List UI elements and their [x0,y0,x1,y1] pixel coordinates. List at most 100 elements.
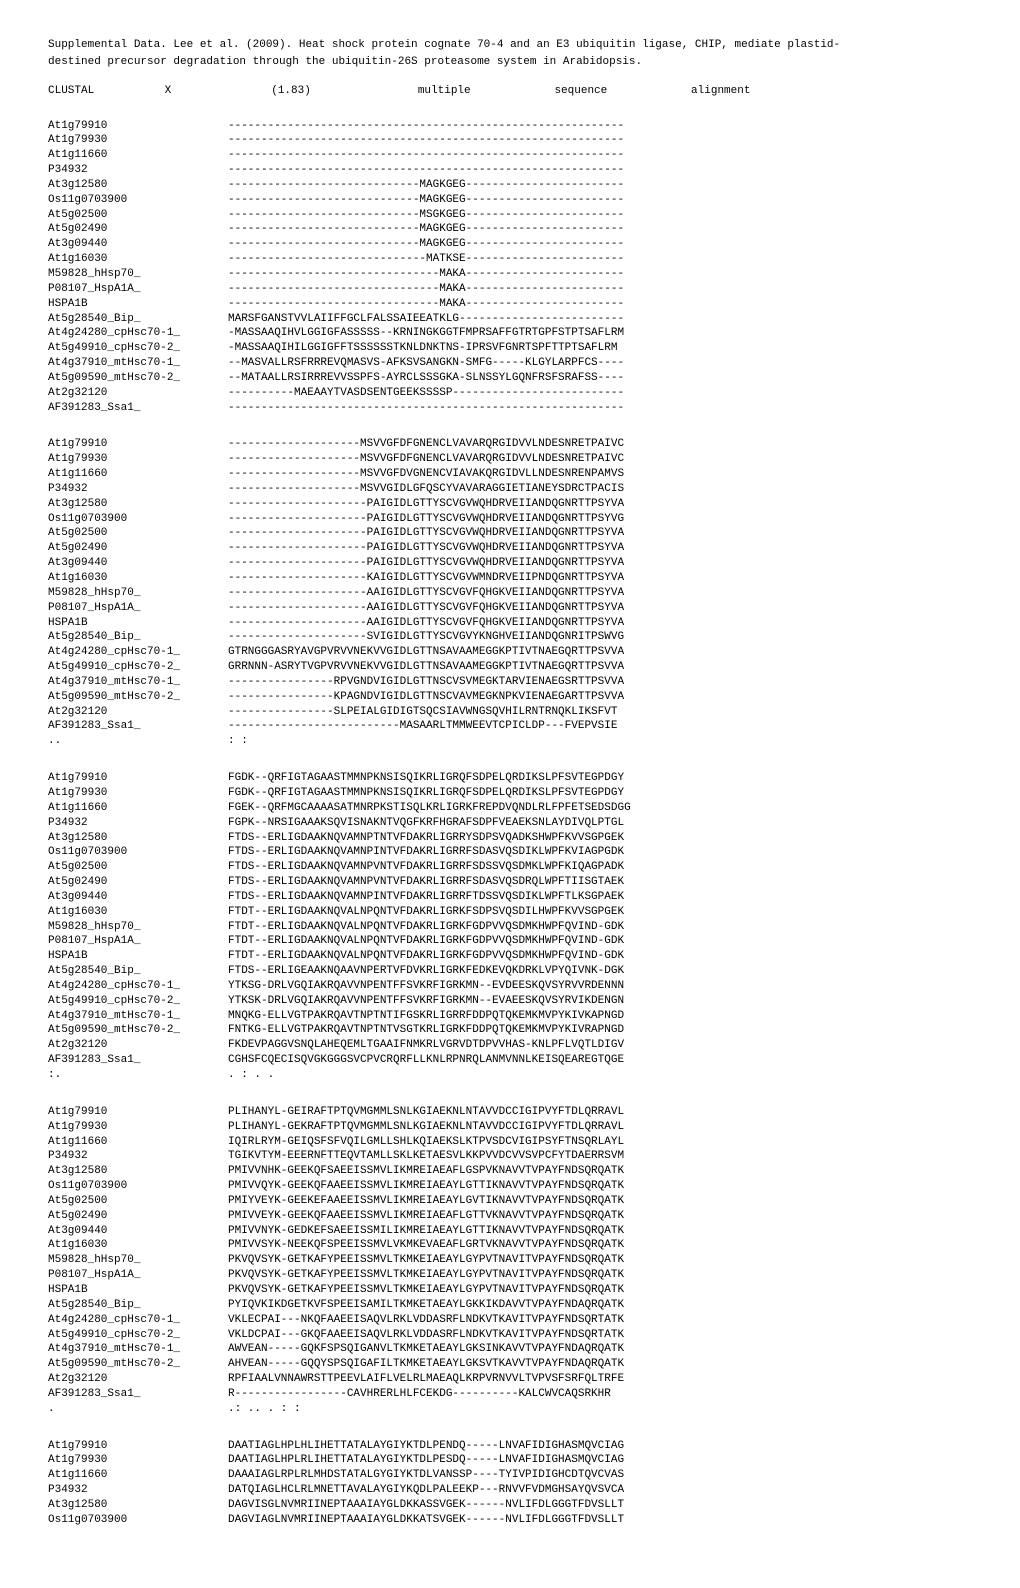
alignment-row: AF391283_Ssa1_CGHSFCQECISQVGKGGGSVCPVCRQ… [48,1053,972,1068]
sequence-label: P34932 [48,1149,228,1164]
sequence-label: P08107_HspA1A_ [48,282,228,297]
alignment-row: AF391283_Ssa1_R-----------------CAVHRERL… [48,1387,972,1402]
alignment-row: At5g28540_Bip_PYIQVKIKDGETKVFSPEEISAMILT… [48,1298,972,1313]
alignment-row: At5g49910_cpHsc70-2_VKLDCPAI---GKQFAAEEI… [48,1328,972,1343]
sequence-data: MNQKG-ELLVGTPAKRQAVTNPTNTIFGSKRLIGRRFDDP… [228,1009,624,1024]
sequence-data: PMIVVEYK-GEEKQFAAEEISSMVLIKMREIAEAFLGTTV… [228,1209,624,1224]
sequence-label: At4g37910_mtHsc70-1_ [48,1342,228,1357]
clustal-col3: (1.83) [271,84,411,99]
sequence-data: --------------------------------MAKA----… [228,267,624,282]
alignment-row: At1g11660-------------------------------… [48,148,972,163]
alignment-row: At4g24280_cpHsc70-1_GTRNGGGASRYAVGPVRVVN… [48,645,972,660]
alignment-row: .. : : [48,734,972,749]
sequence-data: PMIYVEYK-GEEKEFAAEEISSMVLIKMREIAEAYLGVTI… [228,1194,624,1209]
sequence-label: At1g11660 [48,1135,228,1150]
alignment-row: At5g02500---------------------PAIGIDLGTT… [48,526,972,541]
sequence-label: At1g79910 [48,119,228,134]
sequence-data: -MASSAAQIHVLGGIGFASSSSS--KRNINGKGGTFMPRS… [228,326,624,341]
alignment-row: P08107_HspA1A_PKVQVSYK-GETKAFYPEEISSMVLT… [48,1268,972,1283]
sequence-data: ----------------SLPEIALGIDIGTSQCSIAVWNGS… [228,705,617,720]
sequence-data: ---------------------PAIGIDLGTTYSCVGVWQH… [228,526,624,541]
sequence-data: GRRNNN-ASRYTVGPVRVVNEKVVGIDLGTTNSAVAAMEG… [228,660,624,675]
sequence-data: --------------------------------MAKA----… [228,282,624,297]
sequence-data: PMIVVNHK-GEEKQFSAEEISSMVLIKMREIAEAFLGSPV… [228,1164,624,1179]
sequence-label: At5g49910_cpHsc70-2_ [48,994,228,1009]
sequence-label: P34932 [48,816,228,831]
sequence-data: --------------------MSVVGIDLGFQSCYVAVARA… [228,482,624,497]
sequence-label: At1g79930 [48,452,228,467]
sequence-data: PKVQVSYK-GETKAFYPEEISSMVLTKMKEIAEAYLGYPV… [228,1268,624,1283]
sequence-label: At5g28540_Bip_ [48,964,228,979]
sequence-label: At5g02500 [48,1194,228,1209]
alignment-row: At1g79910-------------------------------… [48,119,972,134]
alignment-row: P34932FGPK--NRSIGAAAKSQVISNAKNTVQGFKRFHG… [48,816,972,831]
alignment-row: At1g16030---------------------KAIGIDLGTT… [48,571,972,586]
sequence-data: FTDT--ERLIGDAAKNQVALNPQNTVFDAKRLIGRKFSDP… [228,905,624,920]
sequence-label: P08107_HspA1A_ [48,934,228,949]
alignment-row: At1g79930--------------------MSVVGFDFGNE… [48,452,972,467]
sequence-data: -----------------------------MSGKGEG----… [228,208,624,223]
alignment-row: At3g12580---------------------PAIGIDLGTT… [48,497,972,512]
sequence-label: Os11g0703900 [48,845,228,860]
sequence-data: ----------MAEAAYTVASDSENTGEEKSSSSP------… [228,386,624,401]
alignment-row: P08107_HspA1A_--------------------------… [48,282,972,297]
alignment-row: At1g79910DAATIAGLHPLHLIHETTATALAYGIYKTDL… [48,1439,972,1454]
supplemental-title-line2: destined precursor degradation through t… [48,55,972,70]
sequence-label: At5g49910_cpHsc70-2_ [48,660,228,675]
alignment-row: :. . : . . [48,1068,972,1083]
sequence-data: -----------------------------MAGKGEG----… [228,193,624,208]
alignment-block: At1g79910PLIHANYL-GEIRAFTPTQVMGMMLSNLKGI… [48,1105,972,1417]
sequence-data: --MASVALLRSFRRREVQMASVS-AFKSVSANGKN-SMFG… [228,356,624,371]
alignment-row: At5g49910_cpHsc70-2_GRRNNN-ASRYTVGPVRVVN… [48,660,972,675]
sequence-label: Os11g0703900 [48,193,228,208]
alignment-row: At3g09440PMIVVNYK-GEDKEFSAEEISSMILIKMREI… [48,1224,972,1239]
sequence-data: ---------------------PAIGIDLGTTYSCVGVWQH… [228,497,624,512]
alignment-row: At1g79910FGDK--QRFIGTAGAASTMMNPKNSISQIKR… [48,771,972,786]
alignment-row: HSPA1BPKVQVSYK-GETKAFYPEEISSMVLTKMKEIAEA… [48,1283,972,1298]
alignment-row: At2g32120FKDEVPAGGVSNQLAHEQEMLTGAAIFNMKR… [48,1038,972,1053]
alignment-row: P08107_HspA1A_---------------------AAIGI… [48,601,972,616]
alignment-row: At4g37910_mtHsc70-1_----------------RPVG… [48,675,972,690]
sequence-data: FTDT--ERLIGDAAKNQVALNPQNTVFDAKRLIGRKFGDP… [228,934,624,949]
alignment-row: At2g32120RPFIAALVNNAWRSTTPEEVLAIFLVELRLM… [48,1372,972,1387]
sequence-label: AF391283_Ssa1_ [48,719,228,734]
sequence-label: At3g09440 [48,890,228,905]
alignment-row: At3g09440FTDS--ERLIGDAAKNQVAMNPINTVFDAKR… [48,890,972,905]
alignment-row: . .: .. . : : [48,1402,972,1417]
sequence-data: FTDS--ERLIGEAAKNQAAVNPERTVFDVKRLIGRKFEDK… [228,964,624,979]
sequence-data: GTRNGGGASRYAVGPVRVVNEKVVGIDLGTTNSAVAAMEG… [228,645,624,660]
sequence-label: HSPA1B [48,949,228,964]
sequence-data: --------------------------------MAKA----… [228,297,624,312]
alignment-row: At3g12580-----------------------------MA… [48,178,972,193]
sequence-data: FTDS--ERLIGDAAKNQVAMNPVNTVFDAKRLIGRRFSDA… [228,875,624,890]
sequence-label: At5g02490 [48,222,228,237]
sequence-data: FGEK--QRFMGCAAAASATMNRPKSTISQLKRLIGRKFRE… [228,801,631,816]
sequence-data: TGIKVTYM-EEERNFTTEQVTAMLLSKLKETAESVLKKPV… [228,1149,624,1164]
sequence-label: At1g79930 [48,1453,228,1468]
sequence-data: DAATIAGLHPLRLIHETTATALAYGIYKTDLPESDQ----… [228,1453,624,1468]
sequence-label: . [48,1402,228,1417]
sequence-label: At1g16030 [48,905,228,920]
alignment-row: At5g09590_mtHsc70-2_----------------KPAG… [48,690,972,705]
alignment-row: At5g49910_cpHsc70-2_YTKSK-DRLVGQIAKRQAVV… [48,994,972,1009]
alignment-row: At1g79930-------------------------------… [48,133,972,148]
sequence-label: At3g09440 [48,237,228,252]
clustal-col2: X [165,84,265,99]
clustal-col4: multiple [418,84,548,99]
sequence-data: PLIHANYL-GEKRAFTPTQVMGMMLSNLKGIAEKNLNTAV… [228,1120,624,1135]
sequence-data: FTDS--ERLIGDAAKNQVAMNPTNTVFDAKRLIGRRYSDP… [228,831,624,846]
sequence-data: ----------------------------------------… [228,133,624,148]
sequence-label: At3g12580 [48,1164,228,1179]
sequence-data: ---------------------SVIGIDLGTTYSCVGVYKN… [228,630,624,645]
alignment-row: At2g32120----------MAEAAYTVASDSENTGEEKSS… [48,386,972,401]
sequence-data: FTDS--ERLIGDAAKNQVAMNPVNTVFDAKRLIGRRFSDS… [228,860,624,875]
sequence-data: --------------------MSVVGFDFGNENCLVAVARQ… [228,437,624,452]
alignment-row: At5g02490-----------------------------MA… [48,222,972,237]
sequence-label: M59828_hHsp70_ [48,1253,228,1268]
sequence-label: At5g49910_cpHsc70-2_ [48,1328,228,1343]
sequence-label: M59828_hHsp70_ [48,920,228,935]
sequence-label: At5g49910_cpHsc70-2_ [48,341,228,356]
alignment-row: At1g11660IQIRLRYM-GEIQSFSFVQILGMLLSHLKQI… [48,1135,972,1150]
sequence-data: --------------------MSVVGFDFGNENCLVAVARQ… [228,452,624,467]
alignment-row: At1g79910--------------------MSVVGFDFGNE… [48,437,972,452]
